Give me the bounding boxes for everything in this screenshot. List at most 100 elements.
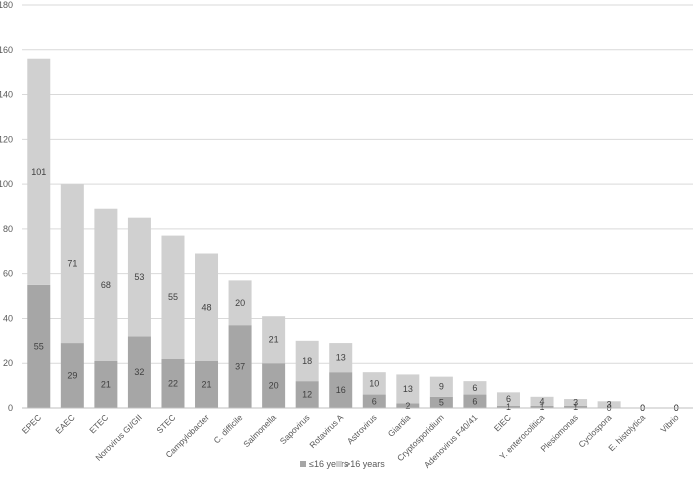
- data-label: 12: [302, 390, 312, 400]
- bar-segment: [228, 325, 252, 408]
- data-label: 16: [336, 385, 346, 395]
- data-label: 10: [369, 378, 379, 388]
- data-label: 48: [202, 302, 212, 312]
- legend-label: >16 years: [345, 459, 385, 469]
- bar-segment: [429, 396, 453, 408]
- bar-segment: [295, 381, 319, 408]
- x-tick-label: Vibrio: [658, 412, 681, 435]
- bar-segment: [127, 336, 151, 408]
- y-tick-label: 0: [8, 403, 13, 413]
- bar-segment: [94, 208, 118, 361]
- bar-segment: [496, 405, 520, 408]
- bar-segment: [396, 374, 420, 404]
- y-tick-label: 60: [3, 269, 13, 279]
- data-label: 71: [67, 259, 77, 269]
- x-tick-label: EIEC: [492, 412, 513, 433]
- bar-segment: [60, 184, 84, 344]
- data-label: 6: [472, 383, 477, 393]
- gridlines: [22, 4, 693, 409]
- bar-segment: [362, 372, 386, 395]
- bar-segment: [463, 394, 487, 408]
- data-label: 6: [506, 394, 511, 404]
- data-label: 3: [607, 400, 612, 410]
- data-label: 4: [540, 396, 545, 406]
- y-tick-label: 40: [3, 313, 13, 323]
- data-label: 22: [168, 378, 178, 388]
- data-label: 37: [235, 362, 245, 372]
- x-tick-label: EPEC: [20, 412, 43, 435]
- y-tick-label: 80: [3, 224, 13, 234]
- data-label: 1: [573, 402, 578, 412]
- bar-segment: [463, 381, 487, 395]
- bar-segment: [195, 360, 219, 408]
- bar-segment: [262, 316, 286, 364]
- data-label: 9: [439, 382, 444, 392]
- bar-segment: [429, 376, 453, 397]
- data-label: 21: [101, 379, 111, 389]
- bars: [27, 58, 621, 408]
- bar-segment: [127, 217, 151, 337]
- legend-swatch: [336, 461, 342, 467]
- y-tick-label: 120: [0, 134, 13, 144]
- data-label: 5: [439, 397, 444, 407]
- data-label: 55: [168, 292, 178, 302]
- bar-segment: [295, 340, 319, 382]
- bar-segment: [530, 396, 554, 406]
- bar-segment: [564, 399, 588, 406]
- bar-segment: [597, 401, 621, 408]
- y-tick-label: 180: [0, 0, 13, 10]
- data-label: 6: [372, 396, 377, 406]
- data-label: 53: [134, 272, 144, 282]
- data-label: 21: [202, 379, 212, 389]
- bar-segment: [362, 394, 386, 408]
- bar-segment: [329, 343, 353, 373]
- data-label: 68: [101, 280, 111, 290]
- bar-segment: [94, 360, 118, 408]
- y-tick-label: 20: [3, 358, 13, 368]
- bar-segment: [329, 372, 353, 408]
- bar-segment: [228, 280, 252, 326]
- data-label: 32: [134, 367, 144, 377]
- legend: ≤16 years>16 years: [300, 459, 385, 469]
- data-label: 101: [31, 167, 46, 177]
- bar-segment: [161, 358, 185, 408]
- data-label: 1: [506, 402, 511, 412]
- x-tick-label: Rotavirus A: [307, 412, 345, 450]
- x-tick-label: C. difficile: [211, 412, 244, 445]
- bar-segment: [262, 363, 286, 408]
- y-tick-label: 100: [0, 179, 13, 189]
- x-tick-label: EAEC: [53, 412, 76, 435]
- x-tick-label: Sapovirus: [278, 412, 312, 446]
- bar-segment: [161, 235, 185, 359]
- data-label: 2: [405, 401, 410, 411]
- data-label: 55: [34, 341, 44, 351]
- y-tick-label: 140: [0, 90, 13, 100]
- bar-segment: [396, 403, 420, 408]
- data-label: 1: [540, 402, 545, 412]
- x-tick-label: ETEC: [87, 412, 110, 435]
- data-label: 13: [336, 353, 346, 363]
- data-label: 13: [403, 384, 413, 394]
- bar-segment: [564, 405, 588, 408]
- bar-segment: [27, 58, 51, 285]
- bar-segment: [60, 343, 84, 408]
- y-tick-label: 160: [0, 45, 13, 55]
- data-label: 20: [235, 298, 245, 308]
- x-tick-label: Astrovirus: [345, 412, 379, 446]
- data-label: 3: [573, 397, 578, 407]
- x-tick-label: Giardia: [386, 412, 413, 439]
- data-label: 6: [472, 396, 477, 406]
- data-label: 20: [269, 381, 279, 391]
- x-tick-label: STEC: [154, 412, 177, 435]
- legend-label: ≤16 years: [309, 459, 349, 469]
- bar-segment: [530, 405, 554, 408]
- y-axis: 0 20 40 60 80 100 120 140 160 180: [0, 0, 13, 413]
- legend-swatch: [300, 461, 306, 467]
- bar-segment: [496, 392, 520, 406]
- bar-segment: [27, 284, 51, 408]
- data-label: 21: [269, 335, 279, 345]
- x-tick-label: Salmonella: [241, 412, 278, 449]
- bar-segment: [195, 253, 219, 361]
- data-label: 18: [302, 356, 312, 366]
